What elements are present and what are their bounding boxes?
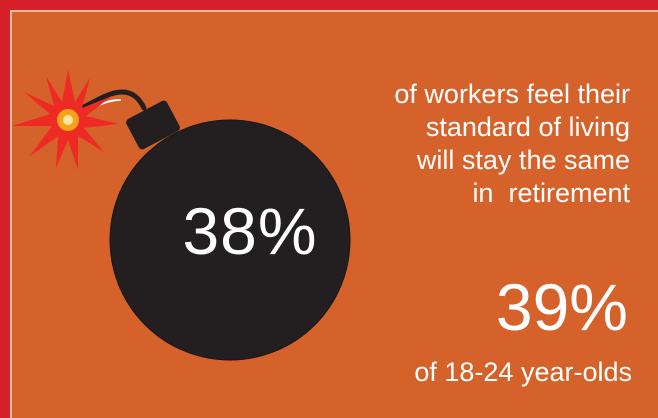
infographic-panel: 38% of workers feel their standard of li…	[10, 10, 658, 418]
spark-icon	[12, 70, 118, 170]
subgroup-label: of 18-24 year-olds	[414, 357, 632, 387]
statement-line: standard of living	[425, 112, 630, 142]
statement-line: of workers feel their	[394, 79, 630, 109]
statement-text: of workers feel their standard of living…	[342, 78, 630, 210]
subgroup-percentage: 39%	[495, 270, 628, 344]
bomb-percentage: 38%	[182, 194, 318, 268]
fuse-icon	[71, 89, 147, 115]
bomb-icon	[12, 70, 351, 361]
statement-line: in retirement	[472, 178, 630, 208]
statement-line: will stay the same	[416, 145, 630, 175]
